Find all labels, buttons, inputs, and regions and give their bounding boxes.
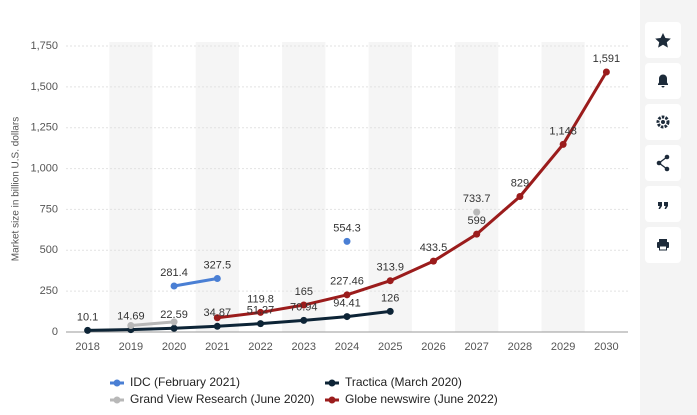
data-point — [343, 291, 351, 299]
x-tick-label: 2018 — [75, 341, 99, 353]
legend-label: IDC (February 2021) — [130, 375, 240, 389]
value-label: 165 — [295, 286, 313, 298]
value-label: 22.59 — [160, 309, 188, 321]
x-tick-label: 2022 — [248, 341, 272, 353]
y-tick-label: 1,250 — [30, 122, 58, 134]
value-label: 34.87 — [204, 307, 232, 319]
column-band — [368, 42, 412, 332]
column-band — [195, 42, 239, 332]
data-point — [84, 326, 92, 334]
print-button[interactable] — [645, 227, 681, 263]
y-tick-label: 1,000 — [30, 162, 58, 174]
legend-swatch-dot — [113, 379, 121, 387]
data-point — [429, 257, 437, 265]
y-tick-label: 500 — [40, 244, 58, 256]
legend-swatch-dot — [328, 379, 336, 387]
value-label: 94.41 — [333, 297, 361, 309]
data-point — [516, 193, 524, 201]
data-point — [386, 307, 394, 315]
x-tick-label: 2020 — [162, 341, 186, 353]
x-tick-label: 2028 — [508, 341, 532, 353]
legend-swatch-dot — [328, 396, 336, 404]
value-label: 327.5 — [204, 259, 232, 271]
value-label: 1,591 — [593, 53, 621, 65]
data-point — [473, 230, 481, 238]
x-tick-label: 2021 — [205, 341, 229, 353]
data-point — [257, 308, 265, 316]
bell-button[interactable] — [645, 63, 681, 99]
data-point — [213, 322, 221, 330]
data-point — [213, 274, 221, 282]
y-axis-label: Market size in billion U.S. dollars — [11, 117, 22, 262]
x-tick-label: 2029 — [551, 341, 575, 353]
x-tick-label: 2024 — [335, 341, 359, 353]
value-label: 51.27 — [247, 305, 275, 317]
column-band — [109, 42, 153, 332]
legend-swatch-dot — [113, 396, 121, 404]
legend-label: Tractica (March 2020) — [345, 375, 462, 389]
data-point — [386, 277, 394, 285]
value-label: 433.5 — [420, 242, 448, 254]
value-label: 281.4 — [160, 267, 188, 279]
data-point — [559, 140, 567, 148]
value-label: 599 — [468, 215, 486, 227]
data-point — [300, 301, 308, 309]
y-tick-label: 0 — [52, 326, 58, 338]
column-band — [282, 42, 326, 332]
data-point — [170, 324, 178, 332]
legend-label: Grand View Research (June 2020) — [130, 392, 315, 406]
value-label: 733.7 — [463, 193, 491, 205]
data-point — [473, 208, 481, 216]
value-label: 14.69 — [117, 311, 145, 323]
series-line — [87, 309, 391, 332]
value-label: 70.94 — [290, 301, 318, 313]
y-tick-label: 1,750 — [30, 40, 58, 52]
y-tick-label: 250 — [40, 285, 58, 297]
value-label: 1,148 — [549, 125, 577, 137]
value-label: 119.8 — [247, 293, 274, 305]
column-band — [541, 42, 585, 332]
settings-button[interactable] — [645, 104, 681, 140]
x-tick-label: 2023 — [292, 341, 316, 353]
x-tick-label: 2027 — [464, 341, 488, 353]
data-point — [343, 313, 351, 321]
series-line — [217, 71, 608, 320]
column-band — [455, 42, 499, 332]
value-label: 313.9 — [376, 262, 404, 274]
share-button[interactable] — [645, 145, 681, 181]
star-button[interactable] — [645, 22, 681, 58]
data-point — [170, 318, 178, 326]
x-tick-label: 2030 — [594, 341, 618, 353]
x-tick-label: 2025 — [378, 341, 402, 353]
value-label: 829 — [511, 177, 529, 189]
y-tick-label: 750 — [40, 203, 58, 215]
data-point — [257, 320, 265, 328]
x-tick-label: 2026 — [421, 341, 445, 353]
data-point — [343, 237, 351, 245]
legend-label: Globe newswire (June 2022) — [345, 392, 498, 406]
data-point — [602, 68, 610, 76]
sidebar — [640, 0, 697, 415]
value-label: 126 — [381, 292, 399, 304]
data-point — [170, 282, 178, 290]
value-label: 227.46 — [330, 276, 364, 288]
data-point — [300, 316, 308, 324]
cite-button[interactable] — [645, 186, 681, 222]
value-label: 554.3 — [333, 222, 361, 234]
data-point — [127, 321, 135, 329]
data-point — [213, 314, 221, 322]
x-tick-label: 2019 — [119, 341, 143, 353]
value-label: 10.1 — [77, 311, 98, 323]
chart: Market size in billion U.S. dollars 0 250… — [11, 40, 628, 406]
y-tick-label: 1,500 — [30, 81, 58, 93]
